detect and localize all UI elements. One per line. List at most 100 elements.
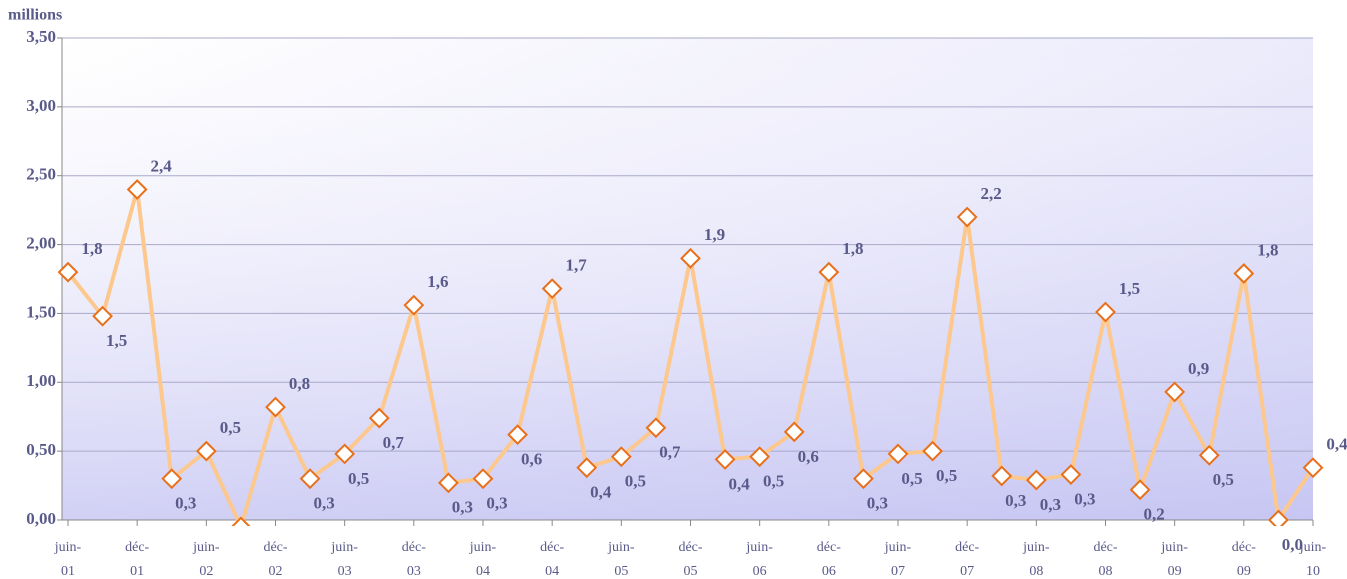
marker	[334, 443, 356, 465]
marker	[853, 468, 874, 490]
data-label: 1,7	[566, 256, 588, 275]
data-label: 0,5	[763, 472, 784, 491]
y-tick-label: 0,50	[26, 440, 56, 459]
data-label: 0,8	[289, 374, 310, 393]
data-label: 1,8	[81, 239, 102, 258]
x-tick-label: déc-01	[125, 540, 150, 579]
x-tick-label: juin-06	[746, 540, 773, 579]
series	[57, 179, 1324, 526]
x-tick-label: juin-05	[608, 540, 635, 579]
marker	[1233, 263, 1255, 284]
x-tick-label: juin-01	[54, 540, 82, 579]
x-tick-label: juin-04	[469, 540, 497, 579]
marker	[541, 278, 563, 300]
marker	[818, 261, 840, 283]
data-label: 0,7	[659, 443, 681, 462]
marker	[749, 446, 771, 468]
marker	[299, 468, 321, 490]
data-label: 0,3	[486, 494, 507, 513]
data-label: 0,4	[1326, 435, 1347, 454]
data-label: 1,9	[704, 225, 725, 244]
y-tick-label: 2,50	[26, 165, 56, 184]
data-label: 0,6	[798, 447, 819, 466]
marker	[956, 206, 978, 228]
x-tick-label: juin-08	[1023, 540, 1050, 579]
x-tick-label: déc-08	[1093, 540, 1118, 579]
marker	[1060, 464, 1082, 485]
data-label: 0,5	[901, 469, 922, 488]
data-label: 0,2	[1143, 505, 1164, 524]
x-tick-label: juin-02	[193, 540, 220, 579]
data-label: 0,6	[521, 450, 542, 469]
y-axis-title: millions	[8, 7, 62, 24]
marker	[472, 468, 494, 490]
marker	[1268, 509, 1289, 526]
marker	[1198, 444, 1220, 466]
x-tick-label: juin-10	[1299, 540, 1327, 579]
data-label: 0,3	[1005, 491, 1026, 510]
x-tick-label: déc-09	[1231, 540, 1256, 579]
x-tick-label: juin-09	[1161, 540, 1188, 579]
marker	[1302, 457, 1324, 479]
marker	[231, 516, 251, 526]
data-label: 1,8	[842, 239, 863, 258]
data-label: 1,6	[427, 272, 448, 291]
marker	[1095, 301, 1116, 323]
x-tick-label: déc-04	[540, 540, 565, 579]
marker	[1164, 381, 1186, 403]
marker	[714, 448, 736, 470]
x-tick-label: déc-02	[263, 540, 288, 579]
marker	[368, 407, 390, 429]
x-tick-label: déc-05	[678, 540, 703, 579]
y-tick-label: 1,50	[26, 302, 56, 321]
data-label: 0,4	[728, 474, 750, 493]
data-label: 0,9	[1188, 359, 1209, 378]
marker	[1129, 479, 1151, 501]
data-label: 2,4	[151, 156, 173, 175]
data-label: 0,3	[313, 494, 334, 513]
data-label: 0,5	[936, 466, 957, 485]
data-label: 0,3	[175, 494, 196, 513]
data-label: 0,0	[1282, 535, 1303, 554]
x-tick-label: juin-07	[884, 540, 912, 579]
marker	[403, 294, 425, 316]
data-label: 0,5	[625, 472, 646, 491]
marker	[610, 446, 632, 468]
data-label: 0,3	[452, 498, 473, 517]
data-label: 1,5	[106, 331, 127, 350]
y-tick-label: 3,00	[26, 96, 56, 115]
data-label: 0,5	[220, 418, 241, 437]
data-label: 0,3	[1074, 489, 1095, 508]
marker	[126, 179, 148, 200]
marker	[576, 457, 598, 479]
marker	[195, 440, 217, 462]
y-tick-label: 3,50	[26, 27, 56, 46]
marker	[265, 396, 286, 418]
marker	[922, 440, 943, 462]
marker	[161, 468, 183, 490]
y-tick-label: 0,00	[26, 509, 56, 528]
data-label: 2,2	[981, 184, 1002, 203]
marker	[887, 443, 909, 465]
marker	[1025, 469, 1047, 491]
marker	[438, 472, 459, 494]
y-tick-label: 1,00	[26, 371, 56, 390]
data-label: 1,5	[1119, 279, 1140, 298]
x-tick-label: juin-03	[331, 540, 358, 579]
marker	[680, 247, 701, 269]
data-label: 0,3	[867, 494, 888, 513]
data-label: 0,5	[1213, 470, 1234, 489]
data-label: 0,7	[383, 433, 405, 452]
x-tick-label: déc-06	[816, 540, 841, 579]
marker	[991, 465, 1013, 487]
x-tick-label: déc-03	[401, 540, 426, 579]
data-label: 0,5	[348, 469, 369, 488]
marker	[92, 305, 113, 327]
marker	[783, 421, 805, 443]
data-label: 0,4	[590, 483, 612, 502]
data-label: 0,3	[1040, 495, 1061, 514]
marker	[645, 417, 667, 439]
marker	[507, 424, 528, 446]
